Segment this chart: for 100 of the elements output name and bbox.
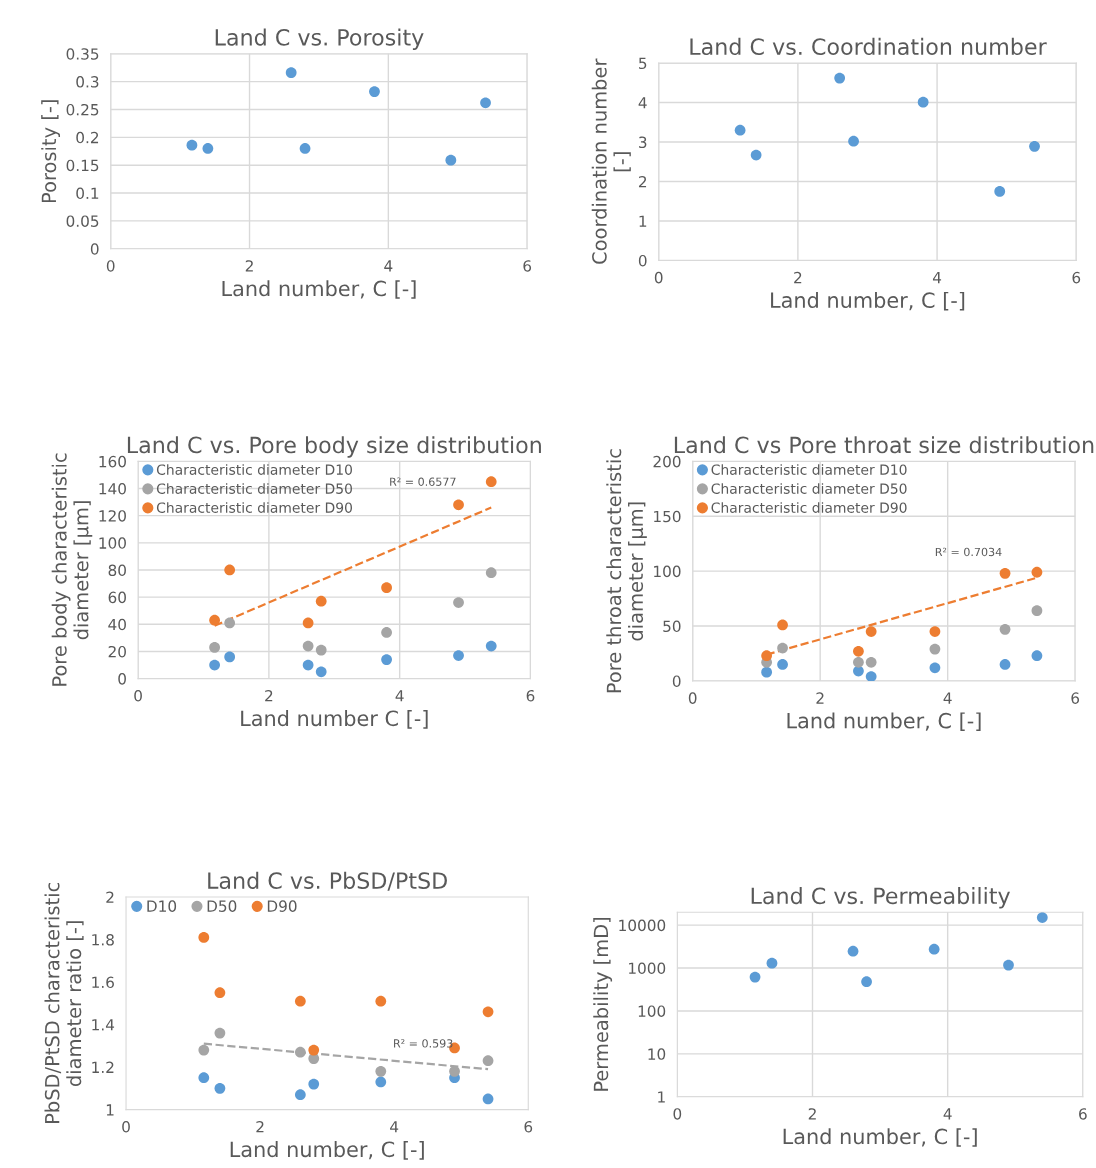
legend-label: Characteristic diameter D50 [711,483,907,494]
y-tick-label: 0.1 [76,187,99,200]
point [294,995,306,1007]
point [375,995,387,1007]
point [294,1089,306,1101]
point [929,643,941,655]
y-tick-label: 1.8 [92,934,114,946]
x-axis-title: Land number C [-] [241,710,428,729]
point [1003,959,1014,971]
x-axis-title: Land number, C [-] [771,291,965,311]
chart-title: Land C vs. Coordination number [690,37,1047,56]
point [485,640,497,652]
point [750,149,762,161]
point [445,154,457,166]
point [853,656,864,668]
point [209,659,220,671]
y-tick-label: 100 [638,1005,666,1017]
y-tick-label: 1 [106,1104,114,1116]
x-tick-label: 4 [384,260,393,272]
point [315,644,327,656]
x-tick-label: 4 [943,1108,952,1120]
point [999,659,1011,670]
point [734,124,746,136]
x-tick-label: 2 [794,271,802,284]
chart-title: Land C vs Pore throat size distribution [674,436,1094,454]
y-tick-label: 100 [99,537,126,549]
y-tick-label: 5 [639,57,647,70]
x-tick-label: 2 [816,692,824,704]
y-tick-label: 0 [672,675,681,687]
annotation: R² = 0.6577 [390,477,456,486]
x-tick-label: 2 [808,1108,816,1120]
chart-title: Land C vs. Porosity [215,28,424,51]
point [315,666,327,678]
point [198,1072,210,1084]
legend-label: D90 [267,900,297,912]
y-tick-label: 20 [108,645,126,658]
legend-label: Characteristic diameter D10 [711,464,907,475]
point [485,567,497,579]
y-tick-label: 0.2 [76,131,99,144]
y-tick-label: 1 [658,1091,665,1103]
y-tick-label: 100 [654,565,681,578]
point [1031,566,1043,578]
x-axis-title: Land number, C [-] [230,1141,424,1160]
x-tick-label: 6 [1072,271,1081,284]
y-tick-label: 1.2 [92,1061,114,1073]
x-tick-label: 4 [390,1121,399,1133]
chart-title: Land C vs. PbSD/PtSD [208,871,447,891]
point [202,143,214,154]
legend-label: Characteristic diameter D50 [156,483,352,494]
x-tick-label: 0 [688,692,697,704]
point [453,650,464,661]
y-tick-label: 0.25 [66,103,99,116]
point [453,597,464,608]
point [761,650,772,662]
point [761,666,772,678]
legend-label: D50 [207,900,237,912]
point [929,626,941,637]
point [853,645,864,657]
point [485,476,497,488]
point [285,67,297,79]
point [186,139,198,151]
point [315,595,327,607]
y-tick-label: 4 [638,97,647,109]
y-tick-label: 50 [663,620,681,633]
point [777,642,788,654]
x-tick-label: 2 [256,1120,264,1133]
point [308,1044,320,1056]
x-tick-label: 6 [1079,1108,1087,1120]
point [198,932,210,943]
y-tick-label: 140 [99,482,126,495]
x-tick-label: 6 [1071,692,1080,704]
point [209,614,220,626]
point [865,671,877,681]
y-axis-title: Pore body characteristic diameter [µm] [51,453,93,686]
point [302,659,314,671]
point [848,135,859,147]
y-axis-title: Porosity [-] [41,100,61,203]
point [1029,140,1040,152]
point [302,640,314,652]
point [381,627,392,638]
chart-title: Land C vs. Pore body size distribution [127,436,541,458]
y-tick-label: 3 [639,136,647,149]
point [375,1065,387,1077]
y-axis-title: PbSD/PtSD characteristic diameter ratio [-] [44,882,84,1123]
y-tick-label: 160 [99,455,126,468]
y-tick-label: 150 [654,510,681,523]
point [299,143,311,154]
point [834,72,846,84]
point [482,1055,494,1067]
chart-title: Land C vs. Permeability [751,886,1010,909]
y-tick-label: 1.6 [92,976,114,989]
y-tick-label: 0.35 [66,48,99,60]
y-axis-title: Permeability [mD] [593,917,613,1091]
y-tick-label: 0 [118,673,126,685]
y-tick-label: 0.15 [66,159,99,172]
point [224,651,236,663]
y-tick-label: 1 [639,215,647,227]
point [308,1078,320,1090]
point [198,1044,210,1056]
point [214,1082,226,1094]
